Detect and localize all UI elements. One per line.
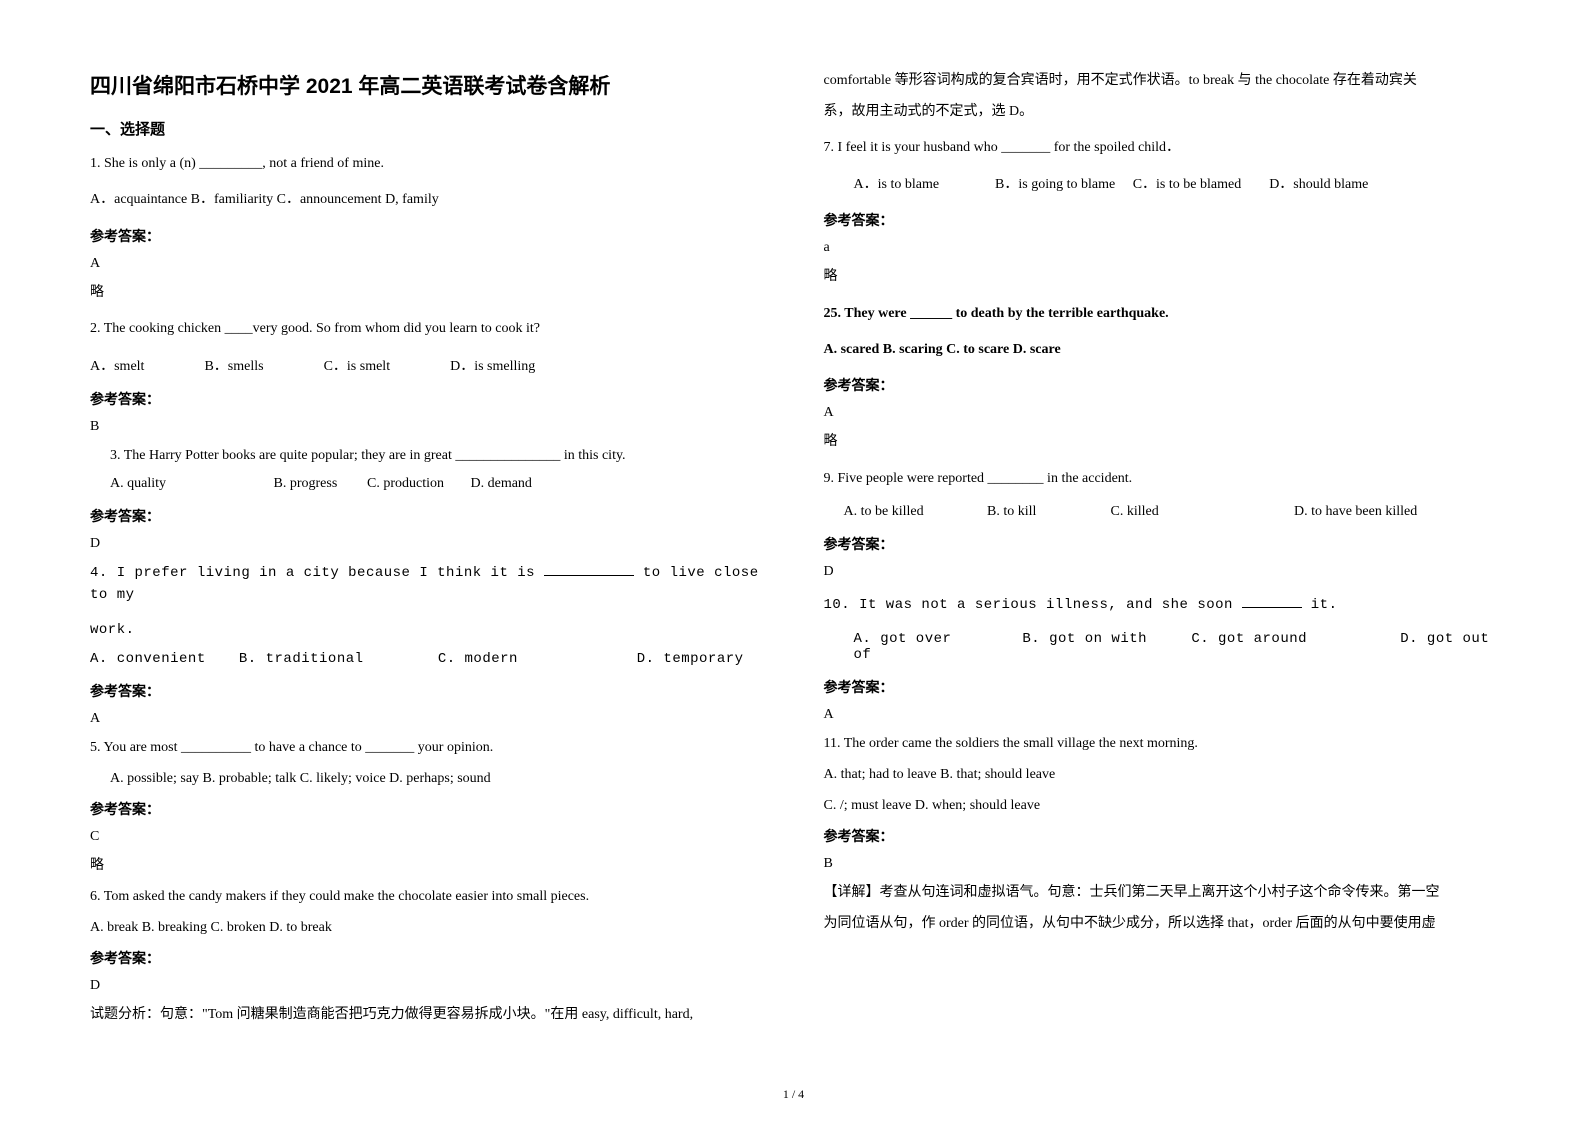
q4-stem: 4. I prefer living in a city because I t…: [90, 562, 764, 607]
q11-explanation-1: 【详解】考查从句连词和虚拟语气。句意：士兵们第二天早上离开这个小村子这个命令传来…: [824, 882, 1498, 903]
answer-label: 参考答案：: [90, 681, 764, 701]
q10-opt-c: C. got around: [1191, 631, 1391, 647]
q6-answer: D: [90, 978, 764, 994]
q11-answer: B: [824, 856, 1498, 872]
q6-expl-cont2: 系，故用主动式的不定式，选 D。: [824, 101, 1498, 123]
answer-label: 参考答案：: [824, 534, 1498, 554]
q8-note: 略: [824, 431, 1498, 453]
q4-opt-b: B. traditional: [239, 651, 429, 667]
q1-note: 略: [90, 282, 764, 304]
q6-expl-cont1: comfortable 等形容词构成的复合宾语时，用不定式作状语。to brea…: [824, 70, 1498, 91]
answer-label: 参考答案：: [90, 948, 764, 968]
q11-explanation-2: 为同位语从句，作 order 的同位语，从句中不缺少成分，所以选择 that，o…: [824, 913, 1498, 934]
q9-opt-a: A. to be killed: [844, 504, 984, 520]
q2-stem: 2. The cooking chicken ____very good. So…: [90, 318, 764, 340]
q6-explanation: 试题分析：句意："Tom 问糖果制造商能否把巧克力做得更容易拆成小块。"在用 e…: [90, 1004, 764, 1025]
q5-options: A. possible; say B. probable; talk C. li…: [90, 768, 764, 789]
answer-label: 参考答案：: [90, 506, 764, 526]
q10-stem: 10. It was not a serious illness, and sh…: [824, 594, 1498, 616]
q10-blank: [1242, 594, 1302, 608]
q1-stem: 1. She is only a (n) _________, not a fr…: [90, 153, 764, 175]
q1-answer: A: [90, 256, 764, 272]
q1-options: A．acquaintance B．familiarity C．announcem…: [90, 189, 764, 211]
answer-label: 参考答案：: [824, 375, 1498, 395]
q10-part2: it.: [1302, 597, 1338, 613]
q10-part1: 10. It was not a serious illness, and sh…: [824, 597, 1242, 613]
q9-stem: 9. Five people were reported ________ in…: [824, 468, 1498, 490]
right-column: comfortable 等形容词构成的复合宾语时，用不定式作状语。to brea…: [824, 70, 1498, 1040]
q2-answer: B: [90, 419, 764, 435]
q6-options: A. break B. breaking C. broken D. to bre…: [90, 917, 764, 938]
q10-opt-a: A. got over: [854, 631, 1014, 647]
q2-opt-a: A．smelt: [90, 355, 144, 375]
q3-opt-d: D. demand: [471, 476, 532, 491]
answer-label: 参考答案：: [824, 210, 1498, 230]
answer-label: 参考答案：: [90, 799, 764, 819]
q6-stem: 6. Tom asked the candy makers if they co…: [90, 886, 764, 907]
q9-opt-d: D. to have been killed: [1294, 504, 1417, 519]
q4-opt-a: A. convenient: [90, 651, 230, 667]
q5-note: 略: [90, 855, 764, 876]
q9-opt-c: C. killed: [1111, 504, 1291, 520]
answer-label: 参考答案：: [824, 826, 1498, 846]
q4-part1: 4. I prefer living in a city because I t…: [90, 565, 544, 581]
q3-opt-a: A. quality: [110, 476, 270, 492]
q10-opt-b: B. got on with: [1022, 631, 1182, 647]
q7-options: A．is to blame B．is going to blame C．is t…: [824, 174, 1498, 196]
q8-stem: 25. They were ______ to death by the ter…: [824, 303, 1498, 325]
q4-opt-c: C. modern: [438, 651, 628, 667]
q4-blank: [544, 562, 634, 576]
doc-title: 四川省绵阳市石桥中学 2021 年高二英语联考试卷含解析: [90, 70, 764, 100]
q3-answer: D: [90, 536, 764, 552]
q4-stem-cont: work.: [90, 620, 764, 641]
page-number: 1 / 4: [783, 1087, 804, 1102]
left-column: 四川省绵阳市石桥中学 2021 年高二英语联考试卷含解析 一、选择题 1. Sh…: [90, 70, 764, 1040]
q8-options: A. scared B. scaring C. to scare D. scar…: [824, 339, 1498, 361]
answer-label: 参考答案：: [90, 226, 764, 246]
q4-opt-d: D. temporary: [637, 651, 744, 667]
q5-stem: 5. You are most __________ to have a cha…: [90, 737, 764, 758]
q10-options: A. got over B. got on with C. got around…: [824, 631, 1498, 663]
page-columns: 四川省绵阳市石桥中学 2021 年高二英语联考试卷含解析 一、选择题 1. Sh…: [90, 70, 1497, 1040]
q7-note: 略: [824, 266, 1498, 288]
q11-options-1: A. that; had to leave B. that; should le…: [824, 764, 1498, 785]
q11-stem: 11. The order came the soldiers the smal…: [824, 733, 1498, 754]
q9-options: A. to be killed B. to kill C. killed D. …: [824, 504, 1498, 520]
q7-stem: 7. I feel it is your husband who _______…: [824, 137, 1498, 159]
q3-stem: 3. The Harry Potter books are quite popu…: [90, 445, 764, 466]
q3-opt-b: B. progress: [274, 476, 364, 492]
q3-options: A. quality B. progress C. production D. …: [90, 476, 764, 492]
answer-label: 参考答案：: [90, 389, 764, 409]
q2-opt-d: D．is smelling: [450, 355, 535, 375]
q10-answer: A: [824, 707, 1498, 723]
answer-label: 参考答案：: [824, 677, 1498, 697]
q8-answer: A: [824, 405, 1498, 421]
q9-opt-b: B. to kill: [987, 504, 1107, 520]
q11-options-2: C. /; must leave D. when; should leave: [824, 795, 1498, 816]
q2-opt-b: B．smells: [204, 355, 263, 375]
q3-opt-c: C. production: [367, 476, 467, 492]
q4-options: A. convenient B. traditional C. modern D…: [90, 651, 764, 667]
q2-options: A．smelt B．smells C．is smelt D．is smellin…: [90, 355, 764, 375]
q9-answer: D: [824, 564, 1498, 580]
q2-opt-c: C．is smelt: [324, 355, 391, 375]
q5-answer: C: [90, 829, 764, 845]
q4-answer: A: [90, 711, 764, 727]
q7-answer: a: [824, 240, 1498, 256]
section-header-1: 一、选择题: [90, 118, 764, 139]
